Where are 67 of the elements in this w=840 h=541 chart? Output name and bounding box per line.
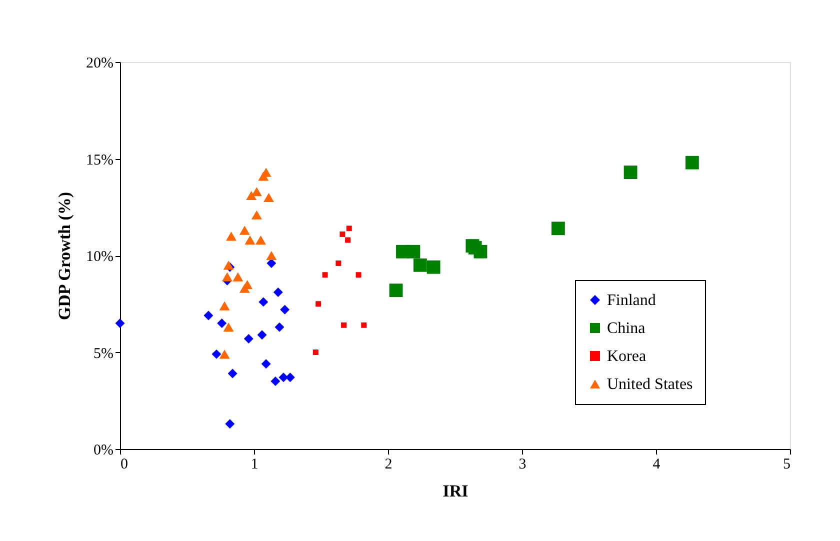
- x-tick-label: 3: [518, 456, 526, 472]
- point: [258, 172, 269, 181]
- point: [551, 222, 565, 236]
- point: [228, 368, 238, 378]
- x-tick-label: 1: [250, 456, 258, 472]
- point: [263, 192, 274, 202]
- point: [244, 334, 254, 344]
- point: [280, 304, 290, 314]
- point: [340, 231, 346, 237]
- point: [336, 260, 342, 266]
- point: [222, 272, 232, 282]
- point: [356, 272, 362, 278]
- point: [212, 349, 222, 359]
- point: [226, 232, 236, 241]
- x-tick-label: 0: [120, 456, 128, 472]
- point: [312, 350, 318, 355]
- y-tick-label: 5%: [94, 346, 114, 362]
- point: [258, 297, 268, 307]
- point: [217, 318, 227, 328]
- point: [406, 244, 420, 258]
- point: [270, 376, 280, 386]
- point: [257, 330, 267, 340]
- point: [244, 235, 256, 245]
- point: [219, 350, 230, 359]
- x-tick-label: 5: [783, 456, 790, 472]
- point: [239, 226, 250, 235]
- point: [426, 260, 440, 274]
- point: [316, 301, 322, 307]
- legend-label: Finland: [607, 292, 656, 309]
- point: [341, 322, 347, 328]
- legend-label: Korea: [607, 348, 646, 365]
- point: [278, 372, 288, 382]
- point: [413, 258, 427, 272]
- point: [204, 310, 214, 320]
- point: [624, 166, 638, 180]
- y-tick-label: 0%: [94, 442, 114, 458]
- point: [219, 301, 230, 310]
- point: [285, 372, 295, 382]
- point: [232, 272, 244, 282]
- y-axis-title: GDP Growth (%): [55, 192, 74, 320]
- point: [251, 187, 262, 196]
- point: [274, 322, 284, 332]
- point: [239, 284, 250, 293]
- legend-label: China: [607, 320, 646, 337]
- legend-label: United States: [607, 376, 693, 393]
- point: [115, 318, 125, 328]
- point: [225, 419, 235, 429]
- point: [322, 272, 328, 278]
- point: [474, 244, 488, 258]
- point: [389, 284, 403, 298]
- y-tick-label: 10%: [86, 249, 114, 265]
- y-tick-label: 20%: [86, 56, 114, 72]
- point: [361, 322, 367, 328]
- point: [273, 288, 283, 298]
- point: [685, 156, 699, 170]
- point: [346, 226, 352, 232]
- point: [266, 250, 277, 260]
- point: [251, 210, 262, 220]
- point: [261, 359, 271, 369]
- x-axis-title: IRI: [442, 482, 469, 500]
- point: [223, 322, 234, 332]
- point: [345, 237, 351, 243]
- point: [255, 235, 266, 245]
- x-tick-label: 2: [384, 456, 392, 472]
- point: [246, 190, 257, 200]
- x-tick-label: 4: [652, 456, 661, 472]
- y-tick-label: 15%: [86, 152, 114, 168]
